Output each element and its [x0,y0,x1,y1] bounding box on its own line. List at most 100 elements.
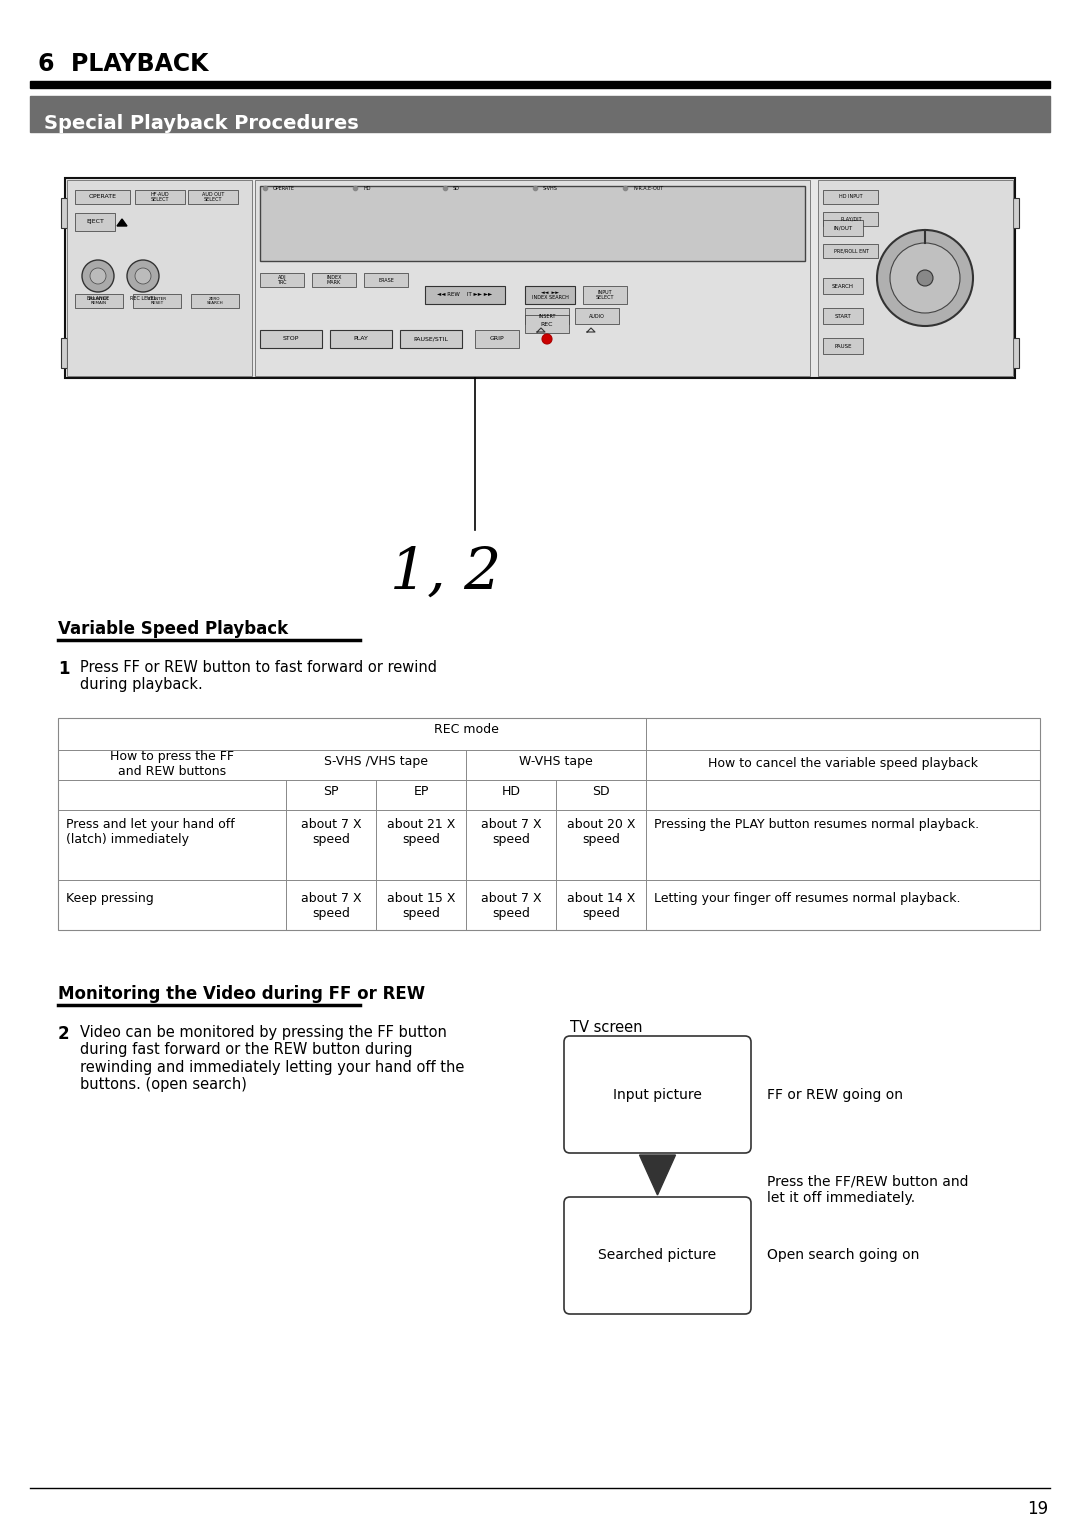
Bar [67,180,252,376]
Text: ◄◄  ►►
INDEX SEARCH: ◄◄ ►► INDEX SEARCH [531,290,568,301]
Circle shape [917,270,933,286]
Text: about 7 X
speed: about 7 X speed [300,892,362,920]
Text: Searched picture: Searched picture [598,1248,716,1262]
Text: SD: SD [592,785,610,798]
Bar [188,189,238,205]
Text: about 7 X
speed: about 7 X speed [481,817,541,847]
Text: SP: SP [323,785,339,798]
Text: about 14 X
speed: about 14 X speed [567,892,635,920]
Text: HD INPUT: HD INPUT [839,194,863,200]
Text: INPUT
SELECT: INPUT SELECT [596,290,615,301]
Text: STOP: STOP [283,336,299,341]
Text: PAUSE: PAUSE [834,344,852,348]
Circle shape [82,260,114,292]
Text: INSERT: INSERT [538,313,556,318]
Bar [823,338,863,354]
Text: PRE/ROLL ENT: PRE/ROLL ENT [834,249,868,254]
Circle shape [127,260,159,292]
Text: ZERO
SEARCH: ZERO SEARCH [206,296,224,306]
Circle shape [90,267,106,284]
Bar [255,180,810,376]
Text: AUDIO: AUDIO [589,313,605,318]
Bar [823,189,878,205]
Text: 1: 1 [58,660,69,678]
Text: Input picture: Input picture [613,1088,702,1102]
Text: INDEX
MARK: INDEX MARK [326,275,341,286]
Bar [75,212,114,231]
Text: Video can be monitored by pressing the FF button
during fast forward or the REW : Video can be monitored by pressing the F… [80,1025,464,1093]
Bar [364,274,408,287]
Text: about 21 X
speed: about 21 X speed [387,817,455,847]
Bar [426,286,505,304]
Text: IN/OUT: IN/OUT [834,226,852,231]
Bar [75,293,123,309]
Bar [475,330,519,348]
Text: Press and let your hand off
(latch) immediately: Press and let your hand off (latch) imme… [66,817,234,847]
Text: 19: 19 [1027,1500,1048,1517]
Text: Open search going on: Open search going on [767,1248,919,1262]
Text: HD: HD [501,785,521,798]
Text: about 7 X
speed: about 7 X speed [300,817,362,847]
FancyBboxPatch shape [564,1036,751,1154]
Text: COUNTER
REMAIN: COUNTER REMAIN [89,296,109,306]
Bar [65,177,1015,377]
Bar [823,309,863,324]
FancyBboxPatch shape [564,1196,751,1314]
Text: S-VHS: S-VHS [543,185,558,191]
Bar [823,220,863,235]
Text: FF or REW going on: FF or REW going on [767,1088,903,1102]
Text: 2: 2 [58,1025,69,1044]
Text: HF·AUD
SELECT: HF·AUD SELECT [151,191,170,202]
Text: Variable Speed Playback: Variable Speed Playback [58,620,288,639]
Text: PAUSE/STIL: PAUSE/STIL [414,336,448,341]
Text: PLAY/DIT: PLAY/DIT [840,217,862,222]
Text: GRIP: GRIP [489,336,504,341]
Bar [75,189,130,205]
Text: OPERATE: OPERATE [273,185,295,191]
Text: about 7 X
speed: about 7 X speed [481,892,541,920]
Text: ◄◄ REW    IT ►► ►►: ◄◄ REW IT ►► ►► [437,292,492,298]
Polygon shape [117,219,127,226]
Text: Monitoring the Video during FF or REW: Monitoring the Video during FF or REW [58,986,426,1002]
Text: EJECT: EJECT [86,220,104,225]
Bar [525,315,569,333]
Circle shape [135,267,151,284]
Text: START: START [835,313,851,318]
Text: EP: EP [414,785,429,798]
Circle shape [890,243,960,313]
Bar [1013,199,1020,228]
Bar [191,293,239,309]
Text: Press the FF/REW button and
let it off immediately.: Press the FF/REW button and let it off i… [767,1175,969,1206]
Bar [525,309,569,324]
Bar [818,180,1013,376]
Text: W-VHS tape: W-VHS tape [519,755,593,769]
Text: S-VHS /VHS tape: S-VHS /VHS tape [324,755,428,769]
Bar [312,274,356,287]
Polygon shape [639,1155,675,1195]
Bar [1013,338,1020,368]
Bar [60,199,67,228]
Bar [400,330,462,348]
Text: REC mode: REC mode [433,723,499,736]
Text: about 15 X
speed: about 15 X speed [387,892,456,920]
Text: PLAY: PLAY [353,336,368,341]
Text: AUD OUT
SELECT: AUD OUT SELECT [202,191,225,202]
Bar [583,286,627,304]
Bar [58,718,1040,931]
Text: REC LEVEL: REC LEVEL [130,296,157,301]
Bar [330,330,392,348]
Bar [260,186,805,261]
Text: 6  PLAYBACK: 6 PLAYBACK [38,52,208,76]
Text: ADJ
TRC: ADJ TRC [278,275,287,286]
Text: How to cancel the variable speed playback: How to cancel the variable speed playbac… [708,758,978,770]
Bar [575,309,619,324]
Bar [823,244,878,258]
Text: COUNTER
RESET: COUNTER RESET [147,296,167,306]
Text: HD: HD [363,185,370,191]
Text: SEARCH: SEARCH [832,284,854,289]
Bar [823,278,863,293]
Circle shape [542,335,552,344]
Text: Press FF or REW button to fast forward or rewind
during playback.: Press FF or REW button to fast forward o… [80,660,437,692]
Bar [525,286,575,304]
Bar [30,81,1050,89]
